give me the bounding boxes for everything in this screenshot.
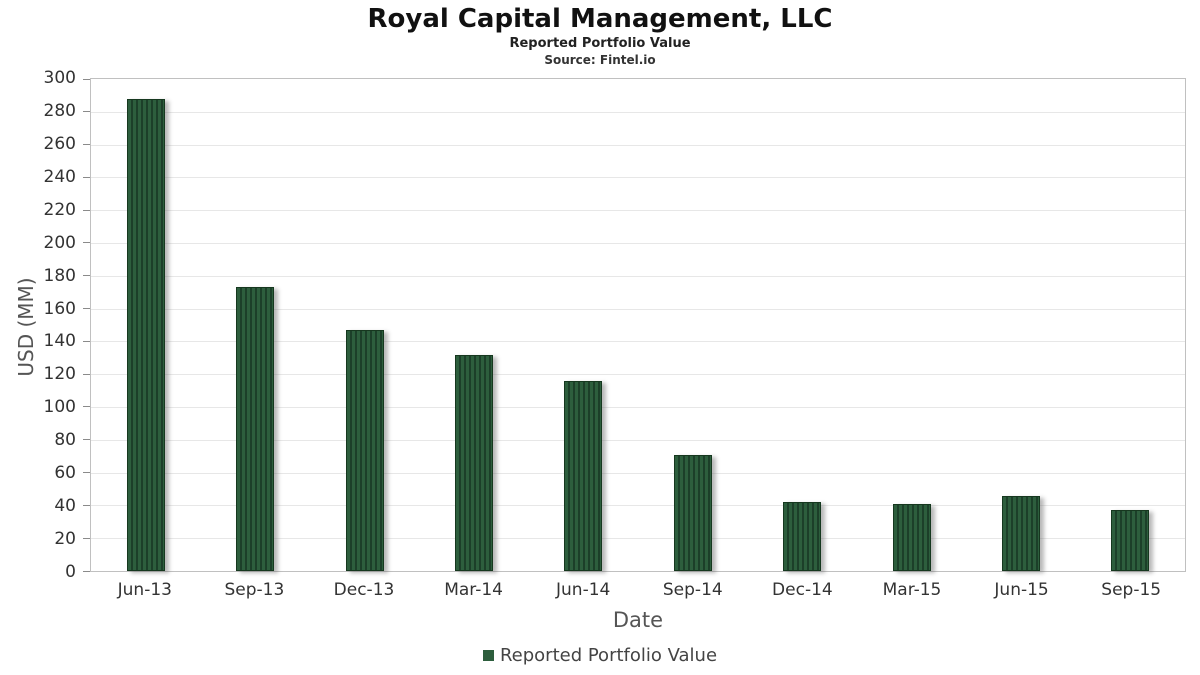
gridline	[91, 243, 1185, 244]
y-axis-tick-label: 120	[43, 364, 76, 385]
x-axis-tick-label: Dec-14	[772, 580, 833, 600]
y-axis-tick-label: 200	[43, 232, 76, 253]
y-axis-tick	[83, 78, 90, 80]
legend-label: Reported Portfolio Value	[499, 645, 718, 666]
y-axis-tick	[83, 209, 90, 211]
x-axis-tick-label: Jun-14	[556, 580, 611, 600]
y-axis-tick-label: 40	[54, 496, 76, 517]
gridline	[91, 505, 1185, 507]
y-axis-tick	[83, 570, 90, 572]
x-axis-title: Date	[612, 608, 664, 632]
gridline	[91, 210, 1185, 212]
y-axis-tick-label: 100	[43, 397, 76, 418]
bar-mar-15	[892, 503, 931, 571]
chart-source: Source: Fintel.io	[544, 53, 656, 67]
gridline	[91, 407, 1185, 408]
x-axis-tick-label: Sep-14	[662, 580, 723, 600]
y-axis-tick	[83, 242, 90, 244]
bar-mar-14	[454, 354, 493, 571]
legend-marker-reported-portfolio-value	[482, 650, 494, 661]
bar-sep-15	[1111, 510, 1150, 571]
y-axis-tick-label: 180	[43, 265, 76, 286]
y-axis-tick-label: 140	[43, 331, 76, 352]
gridline	[91, 177, 1185, 179]
x-axis-tick-label: Sep-15	[1101, 580, 1162, 600]
y-axis-tick-label: 240	[43, 166, 76, 187]
y-axis-tick	[83, 340, 90, 342]
bar-dec-14	[783, 502, 822, 571]
x-axis-tick-labels: Jun-13 Sep-13 Dec-13 Mar-14 Jun-14 Sep-14 Dec-…	[90, 580, 1186, 606]
bar-jun-13	[126, 98, 165, 571]
y-axis-tick-label: 300	[43, 68, 76, 88]
bar-jun-15	[1001, 495, 1040, 571]
y-axis-tick	[83, 504, 90, 506]
gridline	[91, 472, 1185, 474]
y-axis-tick	[83, 472, 90, 474]
y-axis-tick	[83, 111, 90, 113]
bar-sep-13	[236, 287, 275, 571]
y-axis-tick-label: 60	[54, 463, 76, 484]
gridline	[91, 111, 1185, 113]
plot-area	[83, 78, 1186, 572]
gridline	[91, 439, 1185, 441]
y-axis-tick-label: 260	[43, 133, 76, 154]
y-axis-tick	[83, 144, 90, 146]
y-axis-tick	[83, 176, 90, 178]
x-axis-tick-label: Sep-13	[224, 580, 285, 600]
y-axis-tick	[83, 275, 90, 277]
y-axis-tick	[83, 406, 90, 408]
gridline	[91, 538, 1185, 540]
y-axis-tick-labels: 0 20 40 60 80 100 120 140 160 180 200 220 240 260 280 3…	[0, 68, 82, 582]
chart-title: Royal Capital Management, LLC	[367, 4, 833, 34]
y-axis-tick	[83, 439, 90, 441]
y-axis-tick-label: 280	[43, 100, 76, 121]
y-axis-tick-label: 80	[54, 430, 76, 451]
legend: Reported Portfolio Value	[0, 645, 1200, 666]
chart-subtitle: Reported Portfolio Value	[509, 36, 691, 51]
x-axis-tick-label: Mar-15	[882, 580, 942, 600]
x-axis-tick-label: Dec-13	[333, 580, 395, 600]
y-axis-tick	[83, 537, 90, 539]
bar-sep-14	[673, 454, 712, 571]
gridline	[91, 275, 1185, 277]
gridline	[91, 341, 1185, 343]
x-axis-tick-label: Mar-14	[444, 580, 503, 600]
y-axis-tick-label: 220	[43, 199, 76, 220]
y-axis-tick	[83, 373, 90, 375]
gridline	[91, 144, 1185, 146]
gridline	[91, 308, 1185, 310]
x-axis-tick-label: Jun-15	[994, 580, 1049, 600]
bar-jun-14	[564, 380, 603, 571]
y-axis-tick-label: 0	[65, 562, 76, 582]
y-axis-tick-label: 160	[43, 298, 76, 319]
y-axis-tick-label: 20	[54, 529, 76, 550]
gridline	[91, 374, 1185, 376]
y-axis-tick	[83, 308, 90, 310]
x-axis-tick-label: Jun-13	[117, 580, 172, 600]
bar-dec-13	[345, 329, 384, 571]
